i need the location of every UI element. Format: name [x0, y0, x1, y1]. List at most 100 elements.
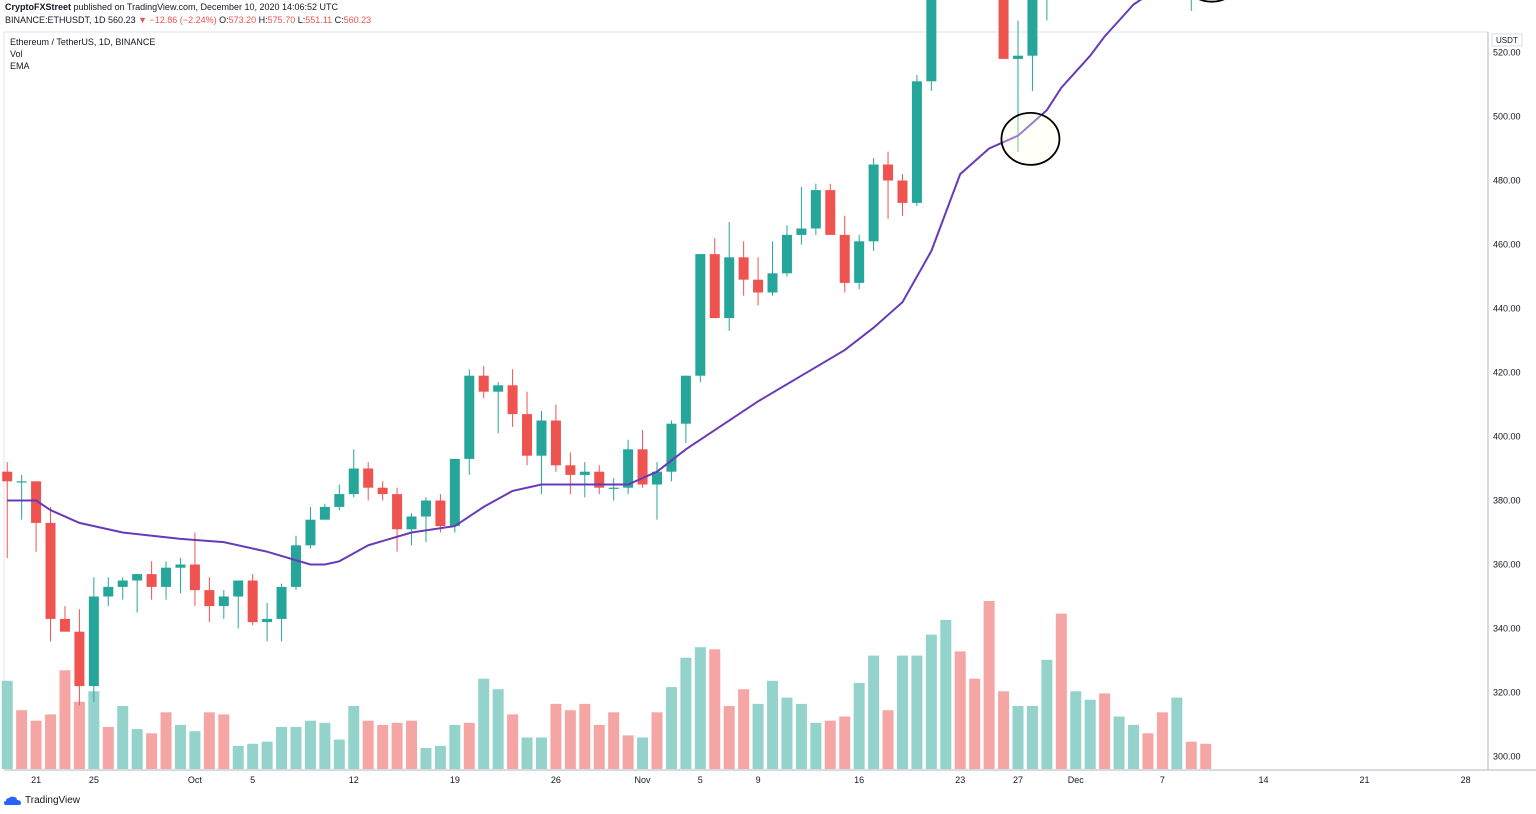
volume-bar: [73, 701, 85, 769]
price-tick-label: 520.00: [1493, 48, 1521, 58]
candle-body: [753, 279, 764, 293]
price-tick-label: 460.00: [1493, 240, 1521, 250]
author-name[interactable]: CryptoFXStreet: [5, 2, 72, 12]
price-axis[interactable]: 740.00720.00700.00680.00660.00640.00620.…: [1489, 0, 1525, 762]
volume-bar: [59, 670, 71, 769]
time-tick-label: 9: [756, 775, 761, 785]
volume-bar: [795, 703, 807, 769]
volume-bar: [247, 743, 259, 769]
volume-bar: [911, 655, 923, 769]
plot-border: [3, 31, 1489, 771]
volume-bar: [319, 722, 331, 769]
candle-body: [233, 580, 244, 597]
volume-bar: [622, 735, 634, 769]
candle-body: [854, 241, 865, 283]
candle-body: [565, 465, 576, 475]
candle-body: [767, 273, 778, 293]
volume-bar: [333, 739, 345, 769]
candle-body: [348, 468, 359, 495]
time-tick-label: 7: [1160, 775, 1165, 785]
time-tick-label: 14: [1258, 775, 1268, 785]
candle-body: [507, 385, 518, 415]
candle-body: [652, 471, 662, 485]
volume-bar: [564, 710, 576, 769]
volume-bar: [218, 714, 230, 769]
candle-body: [493, 385, 504, 392]
volume-bar: [868, 655, 880, 769]
volume-bar: [1128, 724, 1140, 769]
candle-body: [420, 500, 431, 517]
legend-vol[interactable]: Vol: [10, 49, 23, 59]
candle-body: [695, 254, 706, 376]
candle-body: [1013, 55, 1023, 59]
candle-body: [189, 564, 200, 591]
volume-bar: [882, 710, 894, 769]
candle-body: [204, 590, 215, 607]
volume-bar: [290, 727, 302, 769]
time-tick-label: 5: [250, 775, 255, 785]
volume-bar: [1156, 712, 1168, 769]
volume-bar: [998, 691, 1010, 769]
ema-line: [7, 0, 1143, 566]
volume-bar: [940, 619, 952, 769]
volume-bar: [463, 722, 475, 769]
time-tick-label: 26: [551, 775, 561, 785]
ohlc-line: BINANCE:ETHUSDT, 1D 560.23 ▼ −12.86 (−2.…: [5, 15, 371, 25]
legend-ema[interactable]: EMA: [10, 61, 30, 71]
tradingview-logo[interactable]: TradingView: [4, 795, 80, 806]
volume-bar: [174, 724, 186, 769]
time-tick-label: Oct: [188, 775, 203, 785]
volume-bar: [434, 745, 446, 769]
price-tick-label: 340.00: [1493, 624, 1521, 634]
volume-bar: [1099, 693, 1111, 769]
candle-body: [464, 375, 475, 459]
time-tick-label: 23: [955, 775, 965, 785]
annotations[interactable]: [1000, 0, 1241, 166]
circle-annotation[interactable]: [1183, 0, 1241, 3]
price-tick-label: 360.00: [1493, 560, 1521, 570]
time-tick-label: 28: [1461, 775, 1471, 785]
price-tick-label: 440.00: [1493, 304, 1521, 314]
volume-bar: [391, 722, 403, 769]
volume-bar: [1070, 691, 1082, 769]
price-change: −12.86 (−2.24%): [149, 15, 217, 25]
volume-bar: [896, 655, 908, 769]
time-tick-label: Nov: [635, 775, 652, 785]
chart-frame: [3, 31, 1536, 771]
price-tick-label: 480.00: [1493, 176, 1521, 186]
published-text: published on TradingView.com, December 1…: [73, 2, 339, 12]
candle-body: [218, 596, 229, 607]
candle-body: [897, 180, 908, 203]
volume-bar: [276, 727, 288, 769]
volume-bar: [694, 647, 706, 769]
volume-bar: [304, 720, 316, 769]
candle-body: [103, 586, 114, 597]
volume-bar: [738, 689, 750, 769]
low-value: 551.11: [305, 15, 333, 25]
candle-body: [825, 190, 836, 235]
time-tick-label: 19: [450, 775, 460, 785]
legend-title[interactable]: Ethereum / TetherUS, 1D, BINANCE: [10, 37, 156, 47]
volume-bar: [925, 634, 937, 769]
open-label: O:: [219, 15, 229, 25]
time-tick-label: 21: [31, 775, 41, 785]
tradingview-brand: TradingView: [25, 795, 81, 806]
candle-body: [883, 164, 894, 181]
volume-bar: [723, 706, 735, 769]
time-axis[interactable]: 21 25 Oct 5 12 19 26 Nov 5 9 16 23 27 Dec 7 14 21 28: [31, 775, 1471, 785]
candle-body: [319, 506, 330, 520]
candle-body: [926, 0, 937, 82]
symbol-line: BINANCE:ETHUSDT, 1D: [5, 15, 106, 25]
circle-annotation[interactable]: [1000, 111, 1061, 166]
volume-bar: [824, 720, 836, 769]
price-tick-label: 320.00: [1493, 688, 1521, 698]
volume-bar: [30, 720, 42, 769]
volume-bars: [1, 601, 1212, 769]
volume-bar: [1171, 697, 1183, 769]
candle-body: [550, 420, 561, 466]
close-label: C:: [334, 15, 344, 25]
price-tick-label: 500.00: [1493, 112, 1521, 122]
candle-body: [666, 423, 677, 472]
candle-body: [276, 586, 287, 619]
